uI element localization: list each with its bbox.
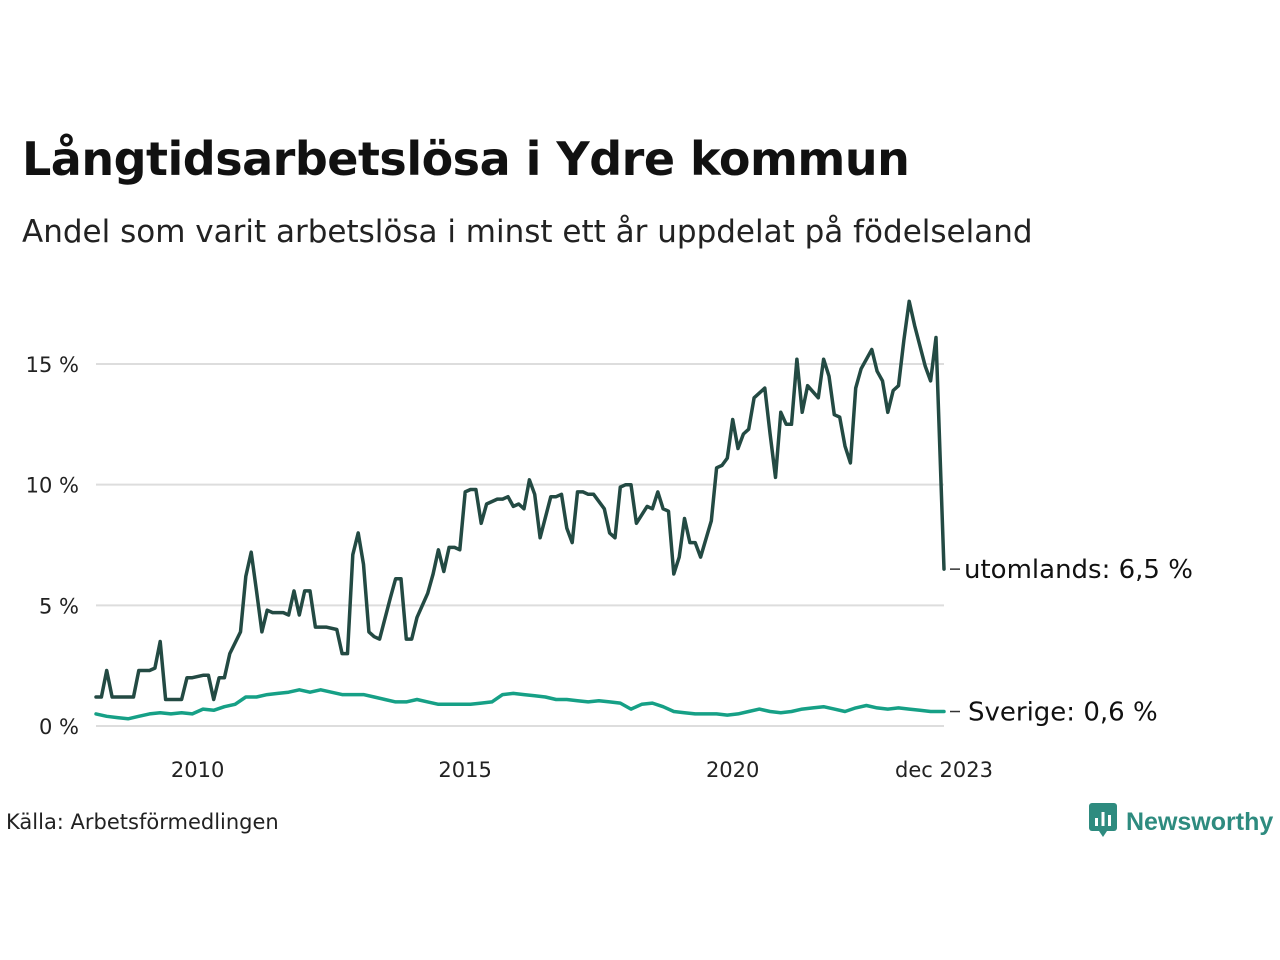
series-line-utomlands <box>94 299 946 702</box>
chart-title: Långtidsarbetslösa i Ydre kommun <box>22 132 910 186</box>
end-label-sverige: Sverige: 0,6 % <box>968 698 1158 728</box>
x-tick-label: 2020 <box>706 758 759 782</box>
series-line-sverige <box>94 688 946 721</box>
y-tick-label: 15 % <box>26 353 79 377</box>
chart-subtitle: Andel som varit arbetslösa i minst ett å… <box>22 214 1033 250</box>
y-axis-ticks: 0 % 5 % 10 % 15 % <box>26 353 79 739</box>
brand-logo: Newsworthy <box>1088 802 1273 842</box>
gridlines <box>96 363 944 727</box>
brand-name: Newsworthy <box>1126 807 1274 836</box>
newsworthy-logo-icon <box>1088 802 1118 842</box>
y-tick-label: 0 % <box>39 715 79 739</box>
y-tick-label: 5 % <box>39 594 79 618</box>
y-tick-label: 10 % <box>26 474 79 498</box>
series-end-labels: utomlands: 6,5 % Sverige: 0,6 % <box>950 555 1193 728</box>
x-tick-label: dec 2023 <box>895 758 993 782</box>
end-label-utomlands: utomlands: 6,5 % <box>964 555 1193 585</box>
x-tick-label: 2015 <box>438 758 491 782</box>
x-axis-ticks: 2010 2015 2020 dec 2023 <box>171 758 993 782</box>
source-note: Källa: Arbetsförmedlingen <box>6 810 279 834</box>
x-tick-label: 2010 <box>171 758 224 782</box>
series-lines <box>94 299 946 721</box>
